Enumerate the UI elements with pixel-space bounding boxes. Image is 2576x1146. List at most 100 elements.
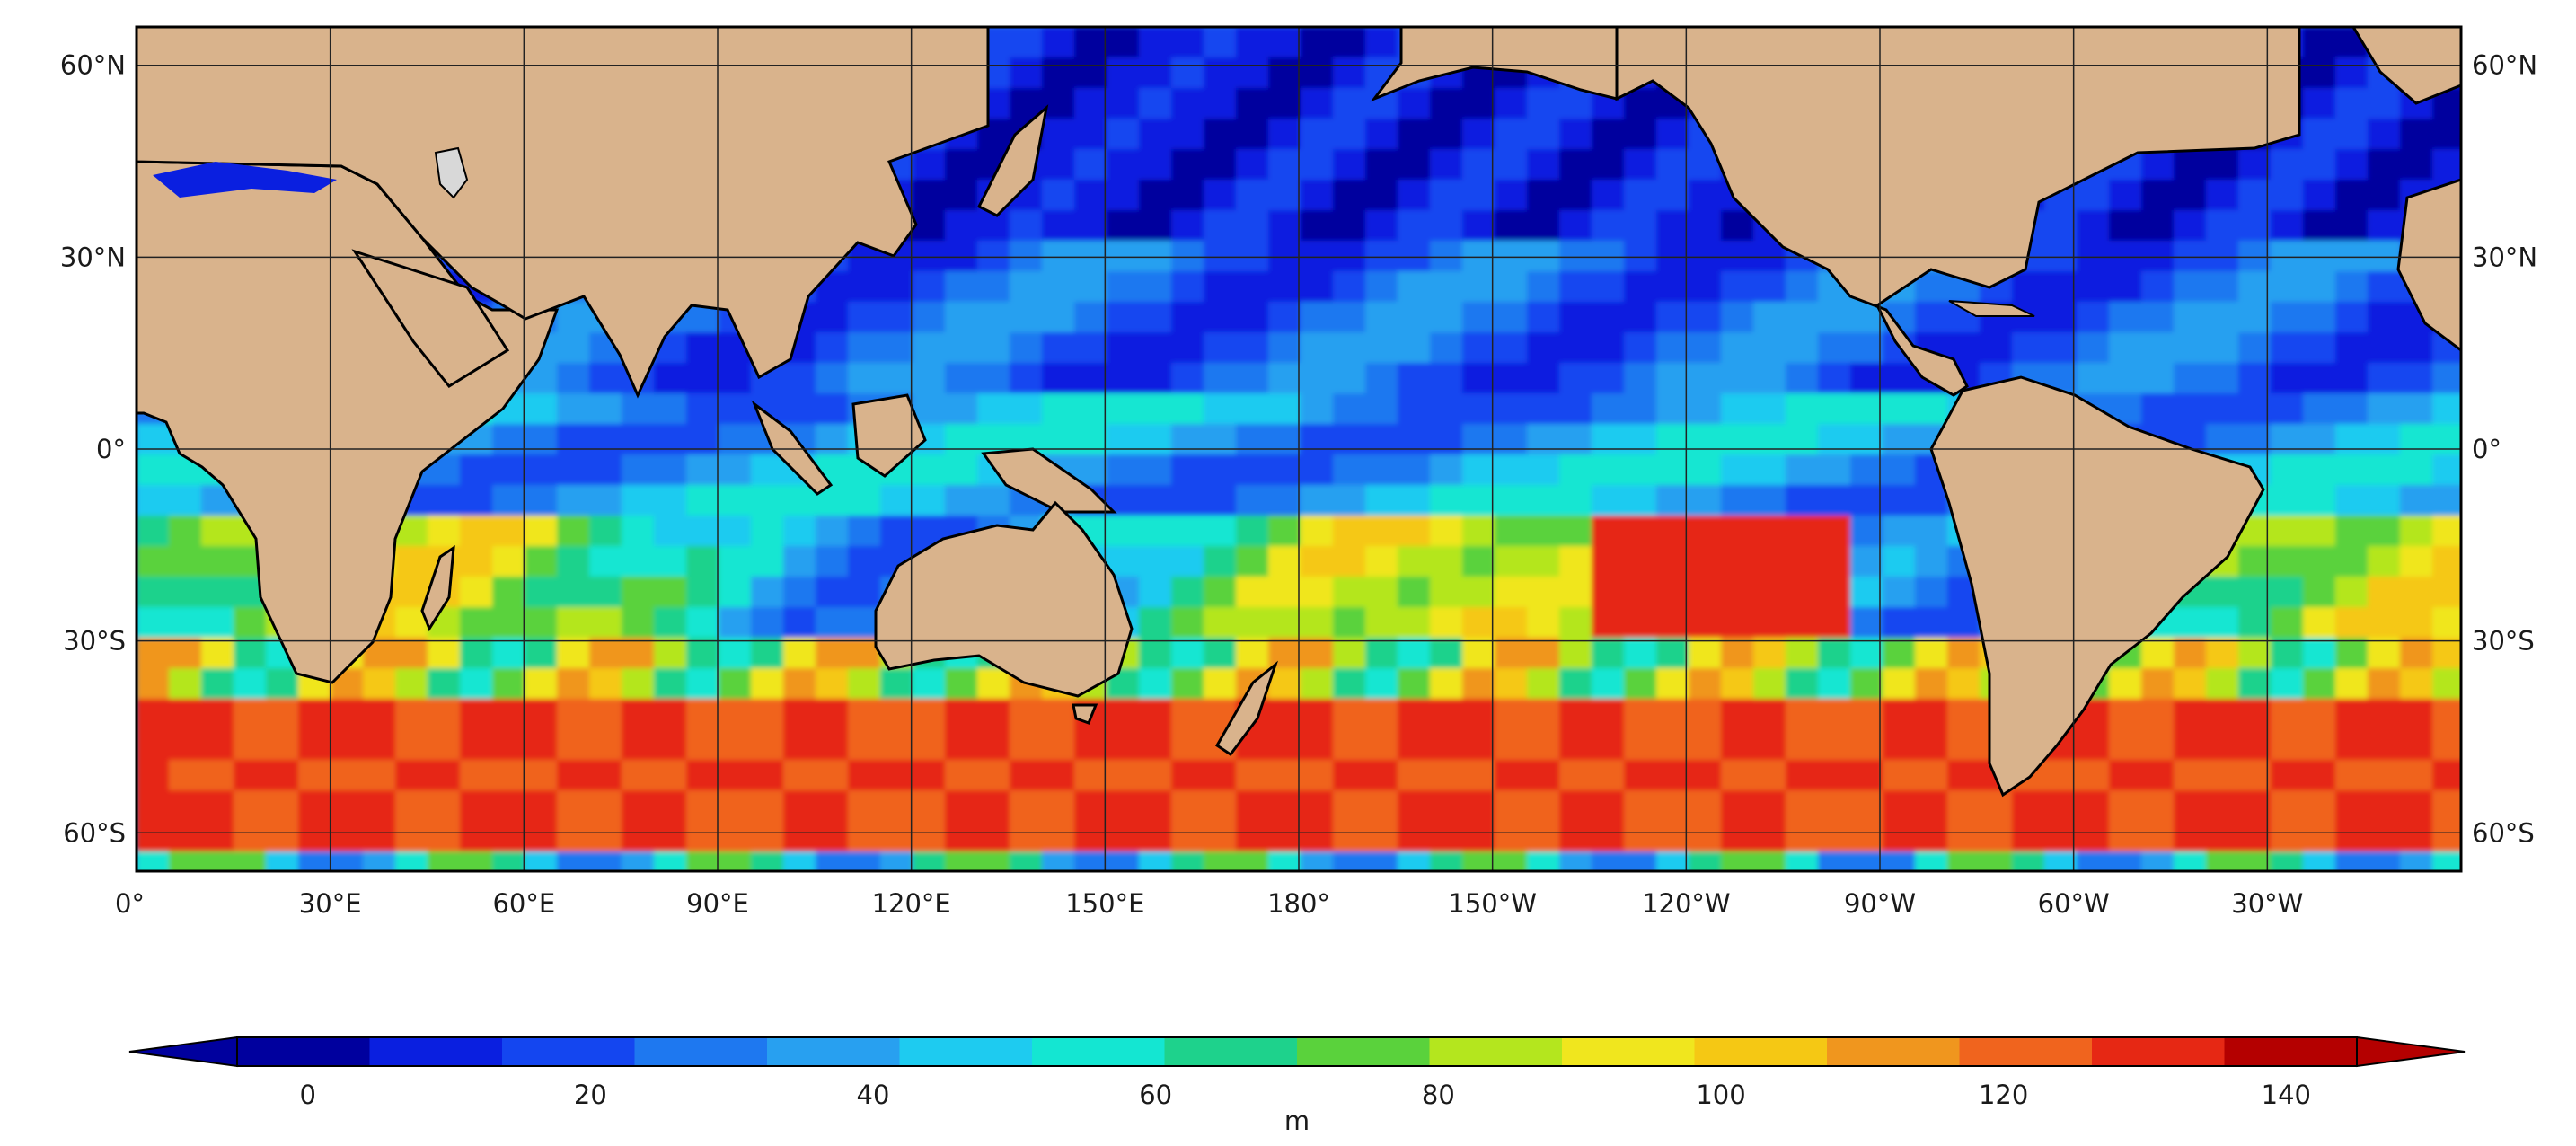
field-cell [1204, 638, 1237, 669]
field-cell [2271, 516, 2304, 547]
field-cell [1010, 821, 1043, 852]
field-cell [589, 516, 622, 547]
field-cell [2044, 851, 2078, 871]
field-cell [2206, 851, 2239, 871]
field-cell [945, 454, 978, 486]
field-cell [1462, 271, 1495, 303]
field-cell [1365, 638, 1398, 669]
field-cell [428, 729, 461, 761]
field-cell [1656, 454, 1689, 486]
field-cell [1559, 180, 1592, 211]
field-cell [234, 790, 267, 822]
field-cell [1689, 271, 1722, 303]
field-cell [1171, 57, 1204, 89]
field-cell [2303, 516, 2336, 547]
field-cell [1333, 149, 1366, 181]
field-cell [1204, 485, 1237, 516]
field-cell [2335, 821, 2369, 852]
field-cell [1139, 607, 1172, 639]
field-cell [2174, 149, 2207, 181]
field-cell [1592, 760, 1625, 791]
field-cell [460, 485, 493, 516]
field-cell [686, 851, 719, 871]
field-cell [1915, 699, 1948, 730]
field-cell [2400, 699, 2433, 730]
field-cell [1689, 607, 1722, 639]
field-cell [169, 790, 202, 822]
field-cell [2077, 302, 2110, 333]
field-cell [1107, 454, 1140, 486]
field-cell [2206, 607, 2239, 639]
land-south-america [1929, 375, 2265, 798]
field-cell [2335, 760, 2369, 791]
field-cell [331, 699, 364, 730]
field-cell [1301, 851, 1334, 871]
field-cell [1268, 332, 1301, 364]
field-cell [1268, 851, 1301, 871]
field-cell [1947, 851, 1981, 871]
field-cell [1398, 363, 1431, 394]
field-cell [1850, 424, 1883, 455]
field-cell [783, 546, 816, 577]
field-cell [1850, 638, 1883, 669]
field-cell [1139, 729, 1172, 761]
field-cell [492, 607, 525, 639]
field-cell [492, 699, 525, 730]
field-cell [1462, 760, 1495, 791]
field-cell [201, 516, 234, 547]
field-cell [1171, 149, 1204, 181]
field-cell [2335, 119, 2369, 150]
field-cell [137, 424, 170, 455]
field-cell [1301, 393, 1334, 425]
field-cell [622, 424, 655, 455]
field-cell [2206, 332, 2239, 364]
field-cell [492, 638, 525, 669]
field-cell [1301, 607, 1334, 639]
field-cell [1980, 790, 2013, 822]
field-cell [2335, 271, 2369, 303]
field-cell [1592, 790, 1625, 822]
field-cell [2368, 516, 2401, 547]
field-cell [1753, 729, 1786, 761]
field-cell [1398, 393, 1431, 425]
field-cell [1042, 302, 1075, 333]
field-cell [1656, 851, 1689, 871]
field-cell [783, 393, 816, 425]
field-cell [1236, 27, 1269, 58]
field-cell [1980, 332, 2013, 364]
field-cell [1074, 729, 1107, 761]
field-cell [1365, 210, 1398, 242]
field-cell [1689, 485, 1722, 516]
field-cell [1365, 363, 1398, 394]
field-cell [1365, 760, 1398, 791]
field-cell [1430, 119, 1463, 150]
field-cell [1042, 241, 1075, 272]
field-cell [1495, 638, 1528, 669]
colorbar-tick-label: 40 [857, 1080, 890, 1110]
colorbar-cells [237, 1037, 2358, 1066]
field-cell [1850, 760, 1883, 791]
field-cell [783, 790, 816, 822]
field-cell [1236, 332, 1269, 364]
colorbar-tick-label: 60 [1139, 1080, 1172, 1110]
field-cell [137, 821, 170, 852]
field-cell [622, 454, 655, 486]
field-cell [848, 516, 881, 547]
field-cell [1689, 729, 1722, 761]
field-cell [2368, 271, 2401, 303]
field-cell [1301, 302, 1334, 333]
field-cell [1462, 546, 1495, 577]
field-cell [1333, 332, 1366, 364]
field-cell [1689, 546, 1722, 577]
field-cell [719, 546, 752, 577]
field-cell [2141, 210, 2175, 242]
field-cell [1786, 699, 1819, 730]
field-cell [1786, 821, 1819, 852]
field-cell [719, 729, 752, 761]
field-cell [1333, 363, 1366, 394]
field-cell [1365, 668, 1398, 700]
field-cell [2174, 271, 2207, 303]
field-cell [1333, 454, 1366, 486]
field-cell [1592, 363, 1625, 394]
field-cell [1365, 516, 1398, 547]
